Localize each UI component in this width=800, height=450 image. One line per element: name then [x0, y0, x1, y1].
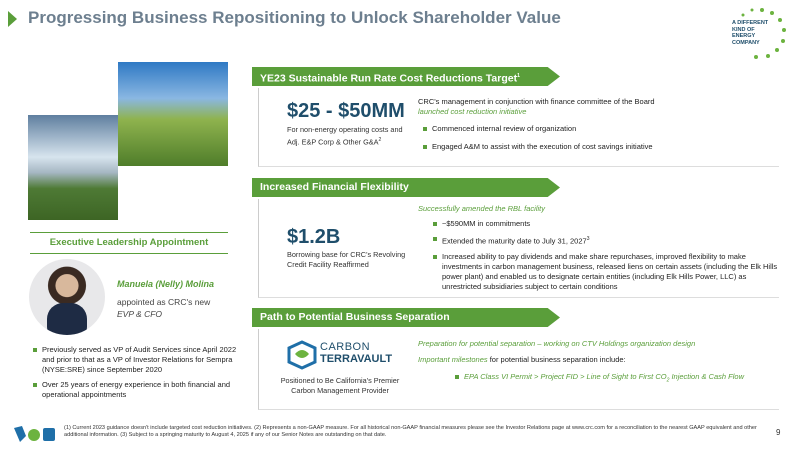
bullet: Increased ability to pay dividends and m…	[433, 252, 787, 292]
person-name: Manuela (Nelly) Molina	[117, 279, 215, 289]
subscript: 2	[666, 377, 670, 384]
section-banner: YE23 Sustainable Run Rate Cost Reduction…	[252, 67, 560, 86]
bullet-list: Previously served as VP of Audit Service…	[30, 345, 242, 405]
logo-text: A DIFFERENT KIND OF ENERGY COMPANY	[732, 20, 769, 46]
section-heading: Executive Leadership Appointment	[30, 232, 228, 254]
bullet-text: Injection & Cash Flow	[671, 372, 744, 381]
banner-text: Increased Financial Flexibility	[260, 181, 409, 193]
highlight-text: Preparation for potential separation – w…	[418, 339, 696, 348]
bullet: Commenced internal review of organizatio…	[423, 124, 782, 134]
logo-bottom: TERRAVAULT	[320, 353, 393, 365]
person-role: EVP & CFO	[117, 309, 163, 319]
page-number: 9	[776, 428, 781, 437]
highlight-text: Successfully amended the RBL facility	[418, 204, 546, 213]
logo-top: CARBON	[320, 341, 371, 353]
bullet-list: Commenced internal review of organizatio…	[420, 124, 782, 157]
slide-title: Progressing Business Repositioning to Un…	[28, 8, 561, 27]
milestone-rest: for potential business separation includ…	[489, 355, 626, 364]
bullet-text: EPA Class VI Permit > Project FID > Line…	[464, 372, 667, 381]
terravault-icon	[287, 340, 317, 370]
title-chevron	[8, 11, 17, 27]
bullet-list: EPA Class VI Permit > Project FID > Line…	[452, 372, 794, 391]
footer-icons	[14, 426, 55, 442]
section-box	[258, 88, 779, 167]
landscape-image	[28, 115, 118, 220]
intro-text: CRC's management in conjunction with fin…	[418, 97, 655, 106]
landscape-image	[118, 62, 228, 166]
bullet: Previously served as VP of Audit Service…	[33, 345, 242, 375]
footnote-mark: 3	[586, 236, 590, 242]
company-logo	[741, 8, 786, 59]
bullet-list: ~$590MM in commitments Extended the matu…	[430, 219, 787, 297]
key-figure: $25 - $50MM	[287, 100, 405, 122]
section-banner: Increased Financial Flexibility	[252, 178, 560, 197]
person-role-intro: appointed as CRC's new	[117, 297, 211, 307]
section-box	[258, 199, 779, 298]
section-banner: Path to Potential Business Separation	[252, 308, 560, 327]
caption-text: For non-energy operating costs and Adj. …	[287, 125, 403, 147]
figure-caption: Positioned to Be California's Premier Ca…	[280, 376, 400, 395]
footnote-mark: 1	[517, 73, 520, 79]
bullet: EPA Class VI Permit > Project FID > Line…	[455, 372, 794, 386]
footnote-mark: 2	[378, 137, 382, 143]
bullet-text: Extended the maturity date to July 31, 2…	[442, 236, 587, 246]
bullet: Extended the maturity date to July 31, 2…	[433, 234, 787, 247]
figure-caption: For non-energy operating costs and Adj. …	[287, 125, 412, 147]
figure-caption: Borrowing base for CRC's Revolving Credi…	[287, 250, 406, 269]
key-figure: $1.2B	[287, 226, 341, 248]
banner-text: Path to Potential Business Separation	[260, 311, 450, 323]
footnote: (1) Current 2023 guidance doesn't includ…	[64, 425, 757, 438]
portrait-photo	[29, 259, 105, 335]
bullet: Over 25 years of energy experience in bo…	[33, 380, 242, 400]
highlight-text: launched cost reduction initiative	[418, 107, 527, 116]
bullet: ~$590MM in commitments	[433, 219, 787, 229]
banner-text: YE23 Sustainable Run Rate Cost Reduction…	[260, 72, 518, 85]
milestone-text: Important milestones for potential busin…	[418, 355, 626, 365]
section-box	[258, 329, 779, 410]
bullet: Engaged A&M to assist with the execution…	[423, 142, 782, 152]
milestone-lead: Important milestones	[418, 355, 488, 364]
